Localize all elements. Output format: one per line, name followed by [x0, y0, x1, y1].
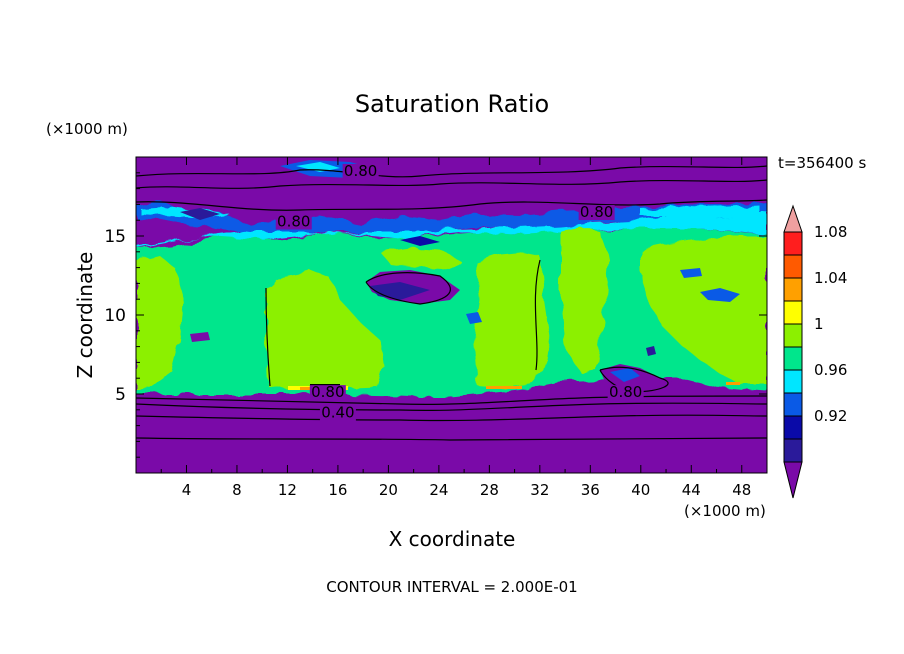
contour-label: 0.80	[344, 162, 377, 180]
colorbar-swatch	[783, 438, 803, 463]
contour-label-bg	[319, 405, 356, 421]
colorbar-swatch	[783, 231, 803, 256]
contour-label-group: 0.80 0.80 0.80 0.80 0.80 0.40	[275, 162, 644, 422]
colorbar-label: 1.08	[814, 223, 847, 241]
x-tick-label: 36	[581, 481, 600, 499]
contour-lines	[136, 165, 767, 441]
colorbar-bottom-arrow	[783, 461, 803, 499]
x-tick-label: 40	[631, 481, 650, 499]
dry-patches	[190, 268, 740, 392]
contour-label-bg	[342, 163, 379, 179]
x-tick-label: 24	[429, 481, 448, 499]
x-axis: 4 8 12 16 20 24 28 32 36 40 44 48	[160, 157, 751, 499]
x-tick-label: 4	[182, 481, 192, 499]
colorbar-swatch	[783, 346, 803, 371]
x-tick-label: 20	[379, 481, 398, 499]
chart-title: Saturation Ratio	[355, 90, 549, 118]
colorbar-label: 1.04	[814, 269, 847, 287]
x-unit-label: (×1000 m)	[684, 502, 766, 520]
y-axis: 5 10 15	[104, 172, 767, 458]
colorbar-top-arrow	[783, 204, 803, 233]
x-tick-label: 28	[480, 481, 499, 499]
contour-label: 0.80	[609, 383, 642, 401]
contour-label-bg	[275, 214, 312, 230]
contour-label: 0.80	[277, 213, 310, 231]
y-tick-label: 15	[104, 227, 126, 247]
contour-label-bg	[578, 205, 615, 221]
x-axis-title: X coordinate	[389, 527, 516, 551]
colorbar-swatch	[783, 392, 803, 417]
colorbar: 0.92 0.96 1 1.04 1.08	[783, 204, 847, 499]
y-tick-label: 5	[115, 385, 126, 405]
colorbar-label: 0.96	[814, 361, 847, 379]
y-axis-title: Z coordinate	[73, 252, 97, 379]
plot-area	[136, 157, 767, 473]
x-tick-label: 16	[328, 481, 347, 499]
time-label: t=356400 s	[778, 154, 866, 172]
y-unit-label: (×1000 m)	[46, 120, 128, 138]
y-tick-label: 10	[104, 306, 126, 326]
x-tick-label: 8	[232, 481, 242, 499]
contour-label: 0.80	[580, 203, 613, 221]
colorbar-swatch	[783, 254, 803, 279]
x-tick-label: 12	[278, 481, 297, 499]
contour-label: 0.80	[311, 383, 344, 401]
lime-regions	[136, 226, 767, 390]
x-tick-label: 32	[530, 481, 549, 499]
colorbar-swatch	[783, 369, 803, 394]
colorbar-label: 1	[814, 315, 824, 333]
colorbar-swatch	[783, 300, 803, 325]
x-tick-label: 48	[732, 481, 751, 499]
footer-label: CONTOUR INTERVAL = 2.000E-01	[326, 578, 577, 596]
colorbar-label: 0.92	[814, 407, 847, 425]
contour-label-bg	[607, 385, 644, 401]
x-tick-label: 44	[682, 481, 701, 499]
colorbar-swatch	[783, 277, 803, 302]
contour-label: 0.40	[321, 404, 354, 422]
contour-label-bg	[309, 385, 346, 401]
colorbar-swatch	[783, 415, 803, 440]
colorbar-swatch	[783, 323, 803, 348]
